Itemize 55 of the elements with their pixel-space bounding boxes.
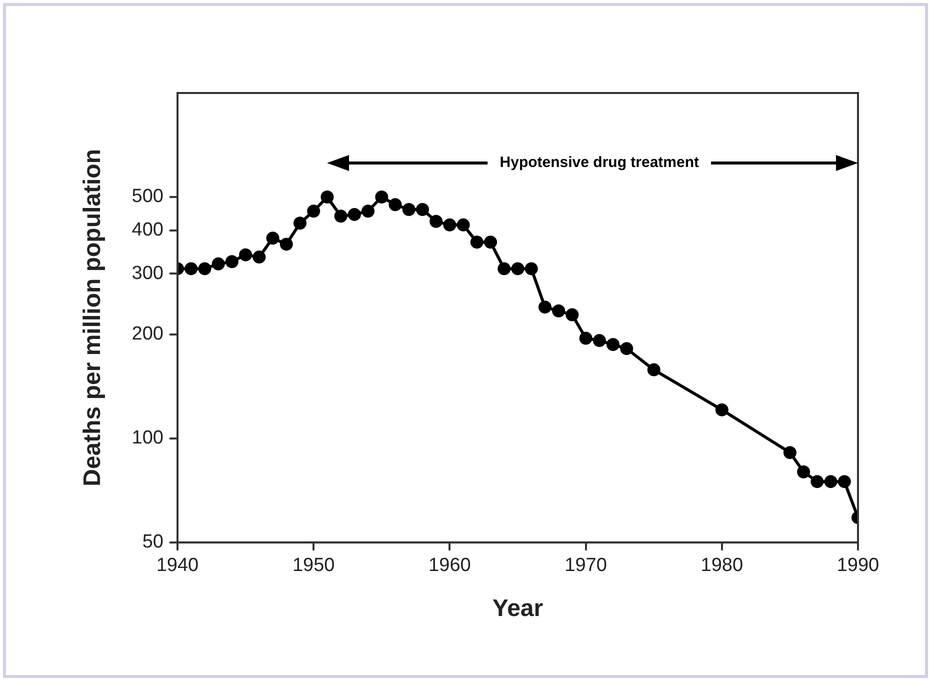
point: [783, 446, 796, 460]
point: [280, 238, 293, 251]
x-tick-label: 1980: [700, 555, 744, 576]
point: [252, 250, 266, 264]
point: [511, 262, 524, 276]
x-tick-label: 1960: [428, 555, 471, 576]
point: [810, 475, 824, 488]
y-tick-label: 100: [132, 428, 164, 449]
point: [838, 475, 851, 488]
y-axis-title: Deaths per million population: [79, 149, 106, 486]
y-tick-label: 500: [132, 186, 164, 208]
point: [212, 257, 225, 270]
x-tick-label: 1940: [156, 555, 199, 576]
point: [620, 342, 634, 356]
x-tick-label: 1970: [564, 555, 607, 576]
point: [647, 363, 660, 376]
point: [375, 190, 388, 204]
point: [443, 218, 456, 232]
point: [524, 262, 538, 276]
y-tick-label: 300: [132, 262, 164, 284]
point: [293, 216, 306, 230]
point: [184, 262, 198, 276]
point: [362, 204, 375, 218]
point: [225, 255, 238, 268]
point: [592, 334, 606, 348]
point: [579, 332, 592, 345]
point: [498, 262, 511, 276]
x-axis-title: Year: [492, 595, 544, 622]
annotation: Hypotensive drug treatment: [500, 154, 700, 171]
x-tick-label: 1990: [836, 555, 880, 576]
x-tick-label: 1950: [292, 555, 335, 576]
point: [824, 475, 838, 488]
y-tick-label: 400: [132, 220, 164, 241]
point: [484, 236, 498, 249]
point: [566, 308, 579, 322]
point: [198, 262, 212, 276]
point: [388, 198, 402, 212]
y-tick-label: 200: [132, 324, 164, 345]
point: [430, 214, 443, 228]
y-tick-label: 50: [142, 532, 164, 553]
point: [606, 338, 620, 352]
point: [538, 300, 552, 314]
point: [416, 202, 429, 216]
point: [715, 403, 728, 416]
point: [456, 218, 470, 232]
point: [552, 304, 566, 318]
point: [348, 208, 361, 221]
point: [334, 210, 348, 223]
point: [402, 202, 416, 216]
point: [266, 232, 280, 245]
point: [470, 236, 484, 249]
point: [307, 204, 320, 218]
point: [239, 248, 252, 262]
point: [320, 190, 334, 204]
point: [797, 465, 810, 478]
